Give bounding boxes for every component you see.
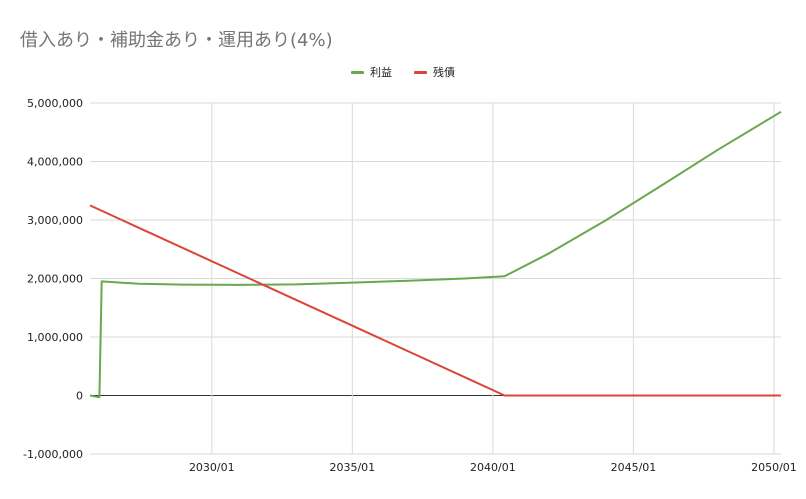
x-tick-label: 2040/01 [470, 461, 516, 474]
legend-label-debt: 残債 [433, 66, 455, 79]
x-tick-label: 2030/01 [189, 461, 235, 474]
series-line-debt [89, 204, 781, 397]
legend-swatch-profit [351, 70, 364, 74]
legend-label-profit: 利益 [370, 66, 392, 79]
legend-swatch-debt [414, 70, 427, 74]
x-tick-label: 2050/01 [751, 461, 797, 474]
y-tick-label: 3,000,000 [27, 214, 83, 227]
chart-title: 借入あり・補助金あり・運用あり(4%) [20, 30, 333, 51]
y-tick-label: 1,000,000 [27, 331, 83, 344]
legend: 利益 残債 [0, 64, 806, 80]
series-line-profit [89, 110, 782, 399]
x-tick-label: 2035/01 [329, 461, 375, 474]
y-tick-label: 2,000,000 [27, 273, 83, 286]
legend-item-debt[interactable]: 残債 [414, 64, 455, 80]
y-tick-label: -1,000,000 [23, 448, 83, 461]
x-tick-label: 2045/01 [611, 461, 657, 474]
legend-item-profit[interactable]: 利益 [351, 64, 392, 80]
y-tick-label: 4,000,000 [27, 156, 83, 169]
y-tick-label: 0 [76, 390, 83, 403]
y-tick-label: 5,000,000 [27, 97, 83, 110]
